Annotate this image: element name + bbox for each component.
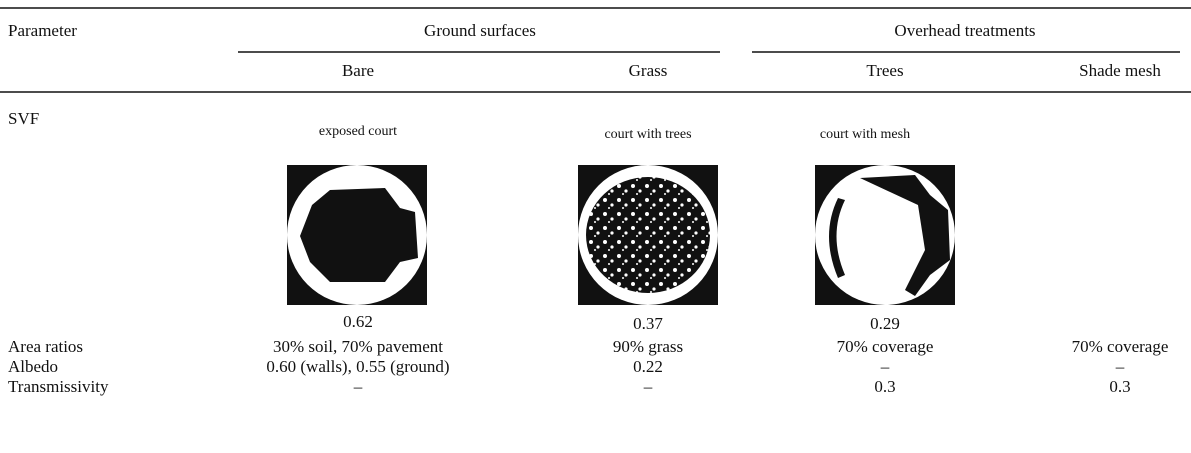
fisheye-image <box>287 165 427 305</box>
row-label: SVF <box>8 109 39 128</box>
row-label: Area ratios <box>8 337 83 356</box>
cell: 0.22 <box>633 357 663 376</box>
row-label: Albedo <box>8 357 58 376</box>
svf-value: 0.37 <box>633 314 663 333</box>
cell: 0.3 <box>874 377 895 396</box>
cell: – <box>880 357 890 376</box>
column-header: Shade mesh <box>1079 61 1161 80</box>
group-header: Overhead treatments <box>894 21 1035 40</box>
cell: – <box>353 377 363 396</box>
cell: 0.60 (walls), 0.55 (ground) <box>266 357 449 376</box>
column-header: Trees <box>866 61 903 80</box>
row-label: Transmissivity <box>8 377 109 396</box>
cell: 70% coverage <box>1072 337 1169 356</box>
cell: 90% grass <box>613 337 683 356</box>
cell: 30% soil, 70% pavement <box>273 337 443 356</box>
svf-value: 0.29 <box>870 314 900 333</box>
image-caption: court with trees <box>604 127 691 142</box>
cell: 70% coverage <box>837 337 934 356</box>
fisheye-image <box>578 165 718 305</box>
cell: – <box>643 377 653 396</box>
image-caption: court with mesh <box>820 127 910 142</box>
image-caption: exposed court <box>319 124 397 139</box>
cell: – <box>1115 357 1125 376</box>
column-header: Bare <box>342 61 374 80</box>
column-header: Grass <box>629 61 668 80</box>
header: Parameter <box>8 21 77 40</box>
fisheye-image <box>815 165 955 305</box>
group-header: Ground surfaces <box>424 21 536 40</box>
cell: 0.3 <box>1109 377 1130 396</box>
svf-value: 0.62 <box>343 312 373 331</box>
